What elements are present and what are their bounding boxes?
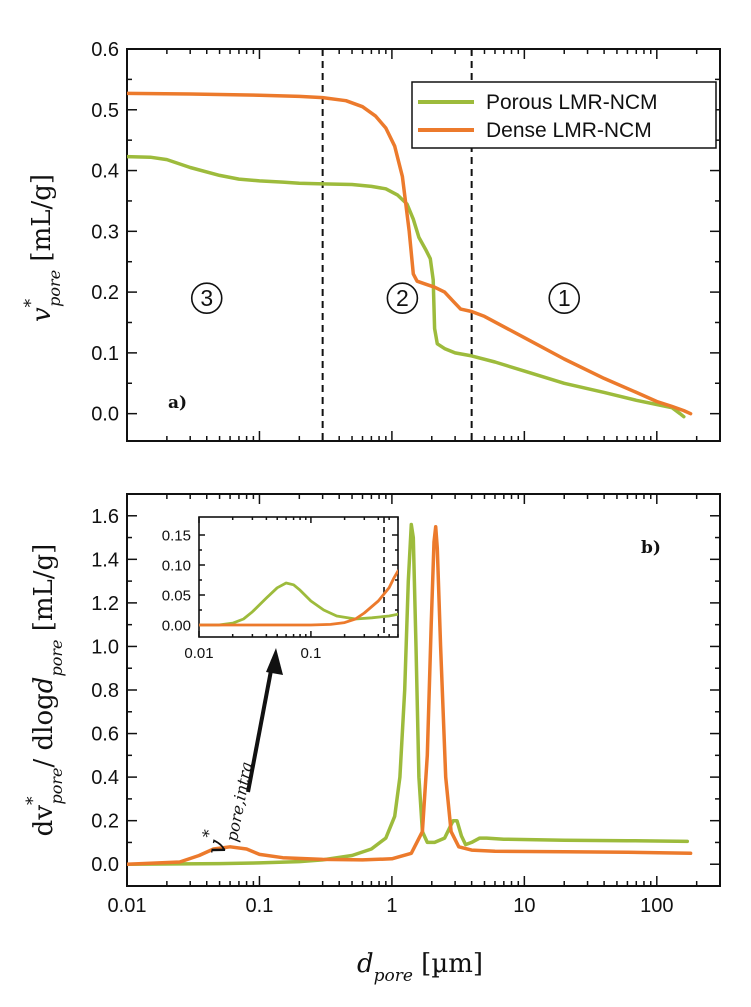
a-series-dense [127,91,693,416]
y-axis-title-a: v* pore [mL/g] [21,174,64,322]
inset-y-tick-label: 0.05 [162,587,191,604]
b-series-porous [127,522,690,866]
panel-label-b: b) [641,538,661,558]
inset-y-tick-label: 0.10 [162,557,191,574]
b-y-tick-label: 1.4 [91,549,119,571]
b-y-tick-label: 0.0 [91,854,119,876]
y-axis-title-b: dv* pore/ dlogdpore [mL/g] [23,544,66,837]
a-plot-frame [126,48,721,442]
annotation-arrow [246,659,275,793]
annotation-arrowhead [266,648,283,675]
inset-chart: 0.00 0.05 0.10 0.15 0.01 0.1 [162,516,399,662]
panel-b: 0.0 0.2 0.4 0.6 0.8 1.0 1.2 1.4 1.6 0.01 0.1 1 10 100… [23,493,721,986]
region-label: 3 [200,285,213,311]
legend-label-dense: Dense LMR-NCM [486,119,652,142]
x-axis-title: dpore [µm] [357,949,483,986]
inset-series-dense [199,569,398,627]
region-label: 1 [558,285,571,311]
a-y-tick-label: 0.3 [91,221,119,243]
inset-y-tick-label: 0.00 [162,617,191,634]
a-series-porous [127,154,686,419]
b-x-tick-label: 10 [513,895,535,917]
a-y-tick-label: 0.5 [91,100,119,122]
b-x-tick-label: 0.1 [246,895,274,917]
b-x-tick-label: 0.01 [108,895,147,917]
b-y-tick-label: 0.8 [91,680,119,702]
legend-box [411,81,717,149]
b-y-tick-label: 0.4 [91,767,119,789]
b-series-dense [127,524,693,866]
region-marker [548,282,581,314]
inset-x-tick-label: 0.1 [300,645,321,662]
inset-series-porous [199,581,398,627]
b-y-tick-label: 0.2 [91,811,119,833]
b-x-tick-label: 100 [640,895,673,917]
b-y-tick-label: 1.0 [91,636,119,658]
b-x-tick-label: 1 [386,895,397,917]
intra-pore-annotation: v* pore,intra [196,648,283,858]
legend-label-porous: Porous LMR-NCM [486,91,658,114]
panel-a: 0.0 0.1 0.2 0.3 0.4 0.5 0.6 3 2 1 Porous LMR-NCM… [21,39,721,442]
b-y-tick-label: 1.2 [91,593,119,615]
a-y-tick-label: 0.0 [91,404,119,426]
a-y-tick-label: 0.1 [91,343,119,365]
inset-y-tick-label: 0.15 [162,527,191,544]
region-marker [386,282,419,314]
annotation-label: v* pore,intra [196,755,257,858]
panel-label-a: a) [168,393,187,413]
inset-x-tick-label: 0.01 [184,645,213,662]
legend: Porous LMR-NCM Dense LMR-NCM [411,81,717,149]
b-y-tick-label: 1.6 [91,506,119,528]
a-y-tick-label: 0.4 [91,161,119,183]
b-y-tick-label: 0.6 [91,724,119,746]
region-label: 2 [396,285,409,311]
a-y-tick-label: 0.6 [91,39,119,61]
region-marker [190,282,223,314]
a-y-tick-label: 0.2 [91,282,119,304]
